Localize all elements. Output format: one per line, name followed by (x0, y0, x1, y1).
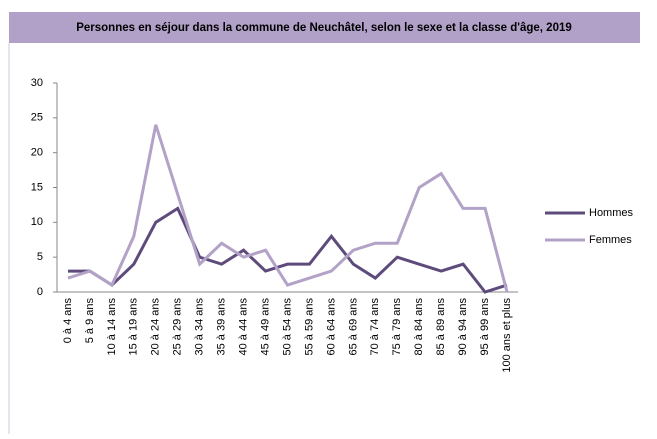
y-tick-label: 10 (31, 216, 43, 228)
x-tick-label: 30 à 34 ans (194, 298, 206, 356)
x-tick-label: 100 ans et plus (501, 298, 513, 373)
x-tick-label: 60 à 64 ans (325, 298, 337, 356)
x-tick-label: 45 à 49 ans (259, 298, 271, 356)
y-tick-label: 25 (31, 112, 43, 124)
x-tick-label: 70 à 74 ans (369, 298, 381, 356)
x-tick-label: 35 à 39 ans (216, 298, 228, 356)
x-tick-label: 40 à 44 ans (238, 298, 250, 356)
x-tick-label: 80 à 84 ans (413, 298, 425, 356)
x-tick-label: 0 à 4 ans (62, 298, 74, 344)
x-tick-label: 15 à 19 ans (128, 298, 140, 356)
x-tick-label: 90 à 94 ans (457, 298, 469, 356)
x-tick-label: 65 à 69 ans (347, 298, 359, 356)
y-tick-label: 5 (37, 251, 43, 263)
line-series (67, 206, 508, 294)
x-tick-label: 20 à 24 ans (150, 298, 162, 356)
title-bar (9, 12, 640, 43)
x-tick-label: 95 à 99 ans (479, 298, 491, 356)
chart-title: Personnes en séjour dans la commune de N… (76, 22, 572, 34)
x-tick-label: 75 à 79 ans (391, 298, 403, 356)
x-tick-label: 50 à 54 ans (281, 298, 293, 356)
y-tick-label: 15 (31, 181, 43, 193)
x-tick-label: 10 à 14 ans (106, 298, 118, 356)
x-tick-label: 25 à 29 ans (172, 298, 184, 356)
legend-label: Hommes (589, 207, 634, 219)
x-tick-label: 55 à 59 ans (303, 298, 315, 356)
y-tick-label: 0 (37, 286, 43, 298)
legend-label: Femmes (589, 234, 632, 246)
line-series (67, 124, 509, 293)
y-tick-label: 20 (31, 147, 43, 159)
y-tick-label: 30 (31, 77, 43, 89)
x-tick-label: 85 à 89 ans (435, 298, 447, 356)
x-tick-label: 5 à 9 ans (84, 298, 96, 344)
